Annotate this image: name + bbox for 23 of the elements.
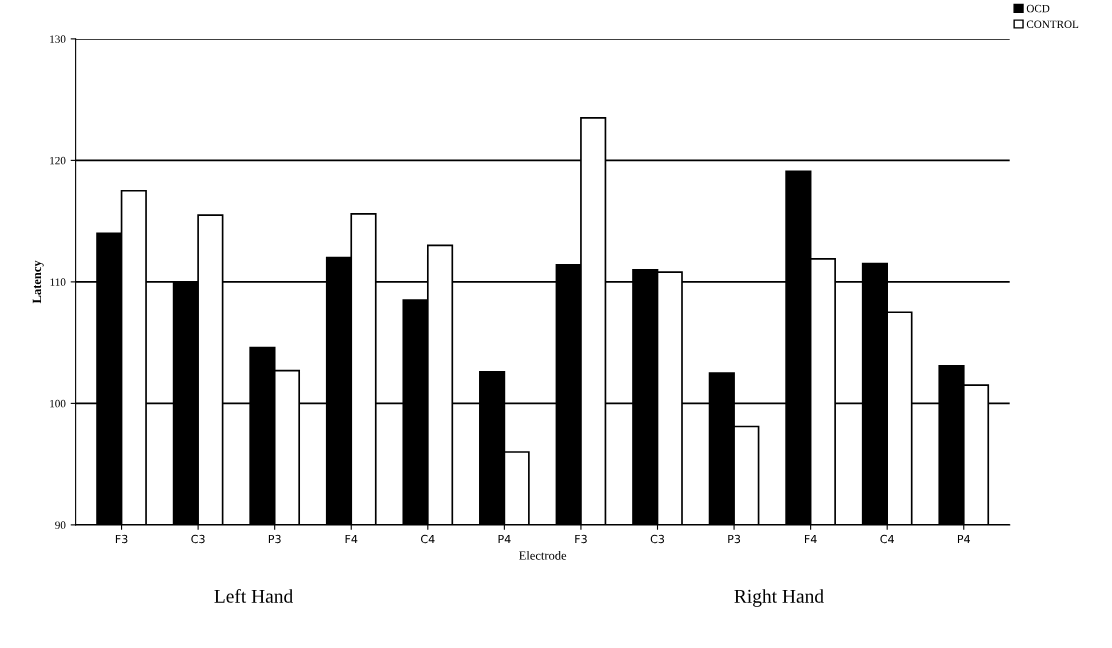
- x-tick-label: C4: [421, 534, 435, 544]
- x-tick-label: C3: [650, 534, 665, 544]
- y-tick-label: 100: [50, 399, 66, 408]
- x-tick-label: F4: [804, 534, 817, 544]
- y-tick-label: 130: [50, 35, 66, 43]
- text: Left Hand: [214, 588, 293, 603]
- x-tick-label: C4: [880, 534, 894, 544]
- x-tick-label: F3: [575, 534, 587, 544]
- y-tick-label: 110: [50, 278, 66, 286]
- y-axis-title: Latency: [32, 260, 44, 304]
- x-tick-label: F4: [345, 534, 358, 544]
- legend-label: CONTROL: [1026, 20, 1079, 29]
- x-axis-title: Electrode: [519, 550, 567, 560]
- x-tick-label: P4: [957, 534, 971, 544]
- y-tick-label: 120: [50, 156, 66, 165]
- x-tick-label: F3: [115, 534, 128, 544]
- x-tick-label: C3: [191, 534, 205, 544]
- x-tick-label: P4: [498, 534, 511, 544]
- y-tick-label: 90: [55, 521, 66, 529]
- x-tick-label: P3: [268, 534, 281, 544]
- x-tick-label: P3: [728, 534, 741, 544]
- text: Right Hand: [734, 589, 824, 607]
- legend-label: OCD: [1026, 4, 1050, 13]
